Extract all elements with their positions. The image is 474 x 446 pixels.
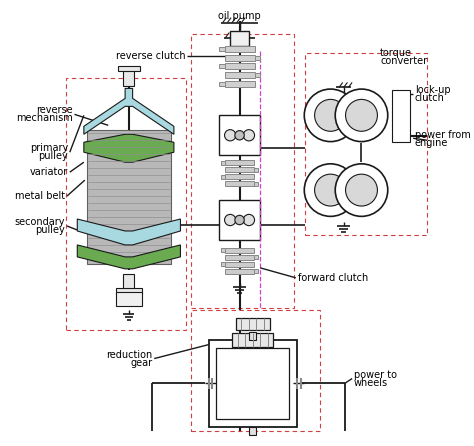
Text: pulley: pulley xyxy=(38,151,68,161)
Text: power from: power from xyxy=(415,130,471,140)
Bar xyxy=(123,274,135,292)
Bar xyxy=(225,63,255,70)
Polygon shape xyxy=(87,130,171,264)
Circle shape xyxy=(304,89,357,141)
Text: lock-up: lock-up xyxy=(415,86,451,95)
Bar xyxy=(66,78,186,330)
Bar xyxy=(226,255,254,260)
Text: secondary: secondary xyxy=(15,217,65,227)
Circle shape xyxy=(315,174,346,206)
Circle shape xyxy=(243,130,255,141)
Bar xyxy=(221,248,226,252)
Circle shape xyxy=(235,131,244,140)
Bar xyxy=(221,262,226,266)
Circle shape xyxy=(225,130,236,141)
Bar xyxy=(392,91,410,142)
Text: variator: variator xyxy=(30,167,68,177)
Text: pulley: pulley xyxy=(36,225,65,235)
Text: engine: engine xyxy=(415,138,448,148)
Bar xyxy=(209,340,297,427)
Text: metal belt: metal belt xyxy=(15,191,65,201)
Bar xyxy=(116,292,142,306)
Bar xyxy=(230,31,249,45)
Bar xyxy=(219,83,225,87)
Bar xyxy=(255,55,260,59)
Bar xyxy=(191,310,320,431)
Polygon shape xyxy=(84,134,174,162)
Text: reverse: reverse xyxy=(36,105,73,116)
Polygon shape xyxy=(77,219,181,245)
Circle shape xyxy=(304,164,357,216)
Bar xyxy=(249,427,256,435)
Bar xyxy=(225,45,255,52)
Text: torque: torque xyxy=(380,48,412,58)
Bar xyxy=(254,182,258,186)
Bar xyxy=(226,248,254,253)
Text: converter: converter xyxy=(380,55,428,66)
Text: wheels: wheels xyxy=(354,377,388,388)
Circle shape xyxy=(235,215,244,225)
Text: mechanism: mechanism xyxy=(16,113,73,124)
Bar xyxy=(254,168,258,172)
Text: reverse clutch: reverse clutch xyxy=(116,50,185,61)
Circle shape xyxy=(243,215,255,226)
Bar xyxy=(219,200,260,240)
Bar xyxy=(225,82,255,87)
Circle shape xyxy=(346,99,377,131)
Bar xyxy=(236,318,270,330)
Bar xyxy=(249,332,256,340)
Bar xyxy=(221,175,226,179)
Bar xyxy=(226,262,254,267)
Circle shape xyxy=(315,99,346,131)
Polygon shape xyxy=(84,88,174,134)
Bar xyxy=(219,65,225,69)
Circle shape xyxy=(346,174,377,206)
Polygon shape xyxy=(77,245,181,269)
Bar xyxy=(255,74,260,78)
Bar xyxy=(254,256,258,260)
Bar xyxy=(123,70,135,87)
Bar xyxy=(116,288,142,294)
Circle shape xyxy=(225,215,236,226)
Text: clutch: clutch xyxy=(415,93,445,103)
Bar xyxy=(191,33,294,308)
Bar xyxy=(221,161,226,165)
Bar xyxy=(232,333,273,347)
Bar xyxy=(219,116,260,155)
Circle shape xyxy=(335,89,388,141)
Bar xyxy=(226,167,254,172)
Bar xyxy=(216,347,289,419)
Bar xyxy=(226,174,254,179)
Text: reduction: reduction xyxy=(106,350,152,359)
Bar xyxy=(226,181,254,186)
Bar xyxy=(254,269,258,273)
Bar xyxy=(226,160,254,165)
Bar xyxy=(225,72,255,78)
Text: gear: gear xyxy=(130,358,152,368)
Bar xyxy=(219,46,225,50)
Bar xyxy=(226,269,254,274)
Text: forward clutch: forward clutch xyxy=(298,273,368,283)
Text: oil pump: oil pump xyxy=(218,11,261,21)
Text: power to: power to xyxy=(354,370,397,380)
Bar xyxy=(305,53,427,235)
Bar xyxy=(118,66,140,71)
Text: primary: primary xyxy=(30,143,68,153)
Bar xyxy=(225,54,255,61)
Circle shape xyxy=(335,164,388,216)
